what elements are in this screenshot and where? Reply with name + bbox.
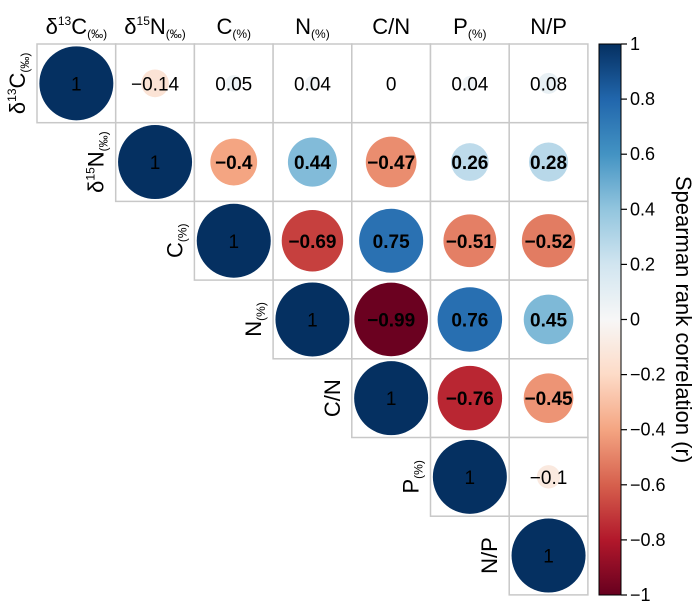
correlation-circle-5-6	[536, 465, 561, 489]
matrix-cell-0-4	[351, 43, 432, 124]
correlation-circle-1-5	[450, 143, 489, 181]
correlation-value-2-6: −0.52	[525, 232, 573, 253]
column-label-n-3: N(%)	[295, 14, 330, 41]
correlation-circle-3-4	[354, 282, 428, 357]
row-label-n-3: N(%)	[241, 302, 268, 337]
correlation-circle-2-4	[359, 208, 424, 273]
colorbar: 1 0.8 0.6 0.4 0.2 0 −0.2 −0.4 −0.6 −0.8 −1 Spearman…	[598, 34, 696, 605]
row-labels: δ13C(‰) δ15N(‰) C(%) N(%) C/N P(%) N/P	[5, 53, 502, 574]
correlation-circle-6-6	[511, 518, 586, 593]
correlation-value-3-4: −0.99	[367, 310, 415, 331]
correlation-value-6-6: 1	[543, 547, 554, 568]
correlation-circle-2-5	[443, 214, 497, 268]
correlation-circle-4-6	[523, 373, 574, 423]
correlation-circle-2-3	[281, 210, 344, 272]
column-label-c-n-4: C/N	[372, 14, 410, 39]
row-label-p-5: P(%)	[399, 460, 426, 493]
correlation-value-1-6: 0.28	[530, 153, 567, 174]
row-label-n-p-6: N/P	[477, 537, 502, 574]
column-label-n-p-6: N/P	[530, 14, 567, 39]
colorbar-tick-label-0: 1	[630, 34, 640, 54]
correlation-value-0-4: 0	[386, 74, 397, 95]
colorbar-tick-label-2: 0.6	[630, 144, 655, 164]
correlation-value-1-4: −0.47	[367, 153, 415, 174]
row-label-c-2: C(%)	[162, 223, 189, 258]
correlation-value-4-4: 1	[386, 389, 397, 410]
correlation-value-0-0: 1	[71, 74, 82, 95]
column-label-c13-0: δ13C(‰)	[46, 14, 108, 41]
column-label-n15-1: δ15N(‰)	[124, 14, 186, 41]
correlation-value-3-3: 1	[307, 310, 318, 331]
colorbar-tick-label-6: −0.2	[630, 365, 666, 385]
column-label-p-5: P(%)	[453, 14, 486, 41]
colorbar-tick-label-5: 0	[630, 310, 640, 330]
correlation-circle-0-3	[305, 75, 320, 91]
colorbar-tick-label-3: 0.4	[630, 199, 655, 219]
correlation-circle-4-5	[437, 365, 503, 431]
column-labels: δ13C(‰) δ15N(‰) C(%) N(%) C/N P(%) N/P	[46, 14, 567, 41]
correlation-value-1-1: 1	[150, 153, 161, 174]
colorbar-tick-label-1: 0.8	[630, 89, 655, 109]
correlation-circle-1-6	[528, 142, 569, 182]
correlation-value-0-2: 0.05	[215, 74, 252, 95]
correlation-circle-2-6	[521, 214, 576, 268]
correlation-circle-3-3	[275, 282, 350, 357]
correlation-circle-0-5	[462, 75, 478, 91]
correlation-value-4-6: −0.45	[525, 389, 574, 410]
correlation-value-3-6: 0.45	[530, 310, 567, 331]
column-label-c-2: C(%)	[216, 14, 251, 41]
correlation-value-2-3: −0.69	[288, 232, 336, 253]
correlation-circle-0-6	[538, 72, 560, 94]
correlation-value-5-6: −0.1	[530, 468, 568, 489]
correlation-value-0-1: −0.14	[131, 74, 180, 95]
correlation-circle-1-2	[210, 138, 258, 186]
correlation-value-2-2: 1	[228, 232, 239, 253]
correlation-circle-4-4	[354, 361, 429, 436]
colorbar-tick-label-10: −1	[630, 585, 651, 605]
correlation-circle-3-6	[523, 294, 574, 345]
correlation-circle-1-1	[118, 125, 193, 200]
correlation-value-3-5: 0.76	[451, 310, 488, 331]
matrix-cells: 1 −0.14 0.05 0.04 0 0.04 0.08 1 −0.4 0.44 −0.47 0.2…	[39, 46, 586, 593]
correlation-value-4-5: −0.76	[446, 389, 494, 410]
row-label-n15-1: δ15N(‰)	[84, 131, 111, 193]
row-label-c-n-4: C/N	[320, 379, 345, 417]
correlation-value-2-4: 0.75	[373, 232, 410, 253]
correlation-value-1-5: 0.26	[451, 153, 488, 174]
colorbar-title: Spearman rank correlation (r)	[671, 176, 696, 463]
row-label-c13-0: δ13C(‰)	[5, 53, 32, 115]
correlation-circle-0-2	[225, 75, 243, 92]
correlation-circle-3-5	[437, 287, 503, 352]
correlation-value-5-5: 1	[465, 468, 476, 489]
correlation-value-1-3: 0.44	[294, 153, 331, 174]
colorbar-tick-label-9: −0.8	[630, 530, 666, 550]
colorbar-gradient	[598, 43, 622, 596]
colorbar-tick-label-8: −0.6	[630, 475, 666, 495]
correlation-value-0-5: 0.04	[451, 74, 488, 95]
correlation-value-0-6: 0.08	[530, 74, 567, 95]
correlation-value-1-2: −0.4	[215, 153, 253, 174]
correlation-circle-5-5	[432, 439, 507, 514]
correlation-circle-0-0	[39, 46, 114, 121]
correlation-circle-2-2	[196, 203, 271, 278]
correlation-circle-1-3	[287, 137, 337, 187]
colorbar-tick-label-7: −0.4	[630, 420, 666, 440]
correlation-circle-0-1	[141, 69, 169, 98]
correlation-value-0-3: 0.04	[294, 74, 331, 95]
colorbar-tick-label-4: 0.2	[630, 254, 655, 274]
correlation-value-2-5: −0.51	[446, 232, 495, 253]
correlation-circle-1-4	[365, 136, 417, 188]
